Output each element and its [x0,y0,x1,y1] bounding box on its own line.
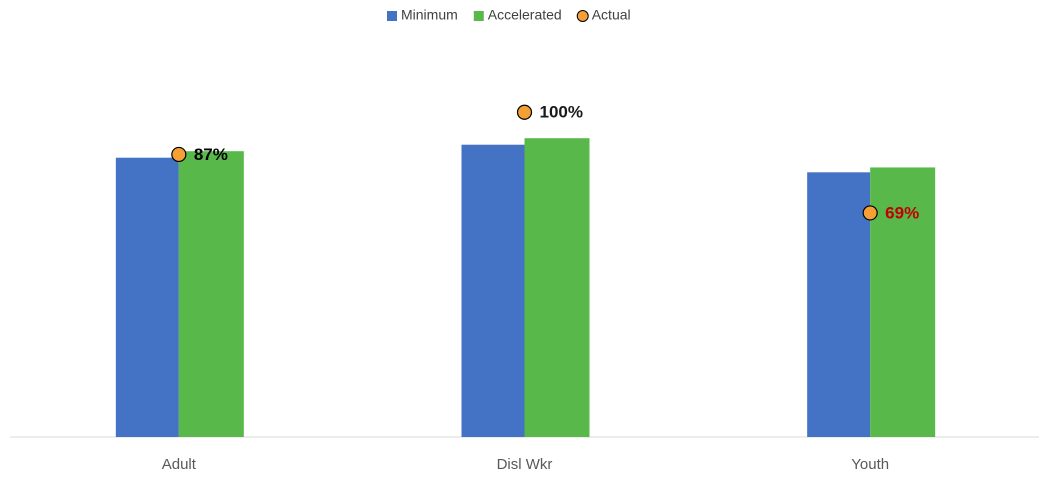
point [171,146,187,163]
legend-marker [473,11,484,21]
bar [870,167,936,437]
point [516,104,533,120]
x-tick-label: Youth [851,456,889,473]
bar [461,144,525,437]
legend-marker [387,11,397,21]
bar [115,157,179,437]
data-label: 100% [540,103,583,122]
bar [524,138,590,437]
data-label: 69% [885,203,919,222]
legend-label: Accelerated [488,7,562,23]
legend-label: Actual [592,7,631,23]
legend-label: Minimum [401,7,458,23]
x-tick-label: Adult [162,456,197,473]
x-tick-label: Disl Wkr [497,456,553,473]
bar [807,172,871,438]
data-label: 87% [194,145,228,164]
legend-marker [576,10,589,22]
point [862,205,878,221]
bar [178,151,244,437]
